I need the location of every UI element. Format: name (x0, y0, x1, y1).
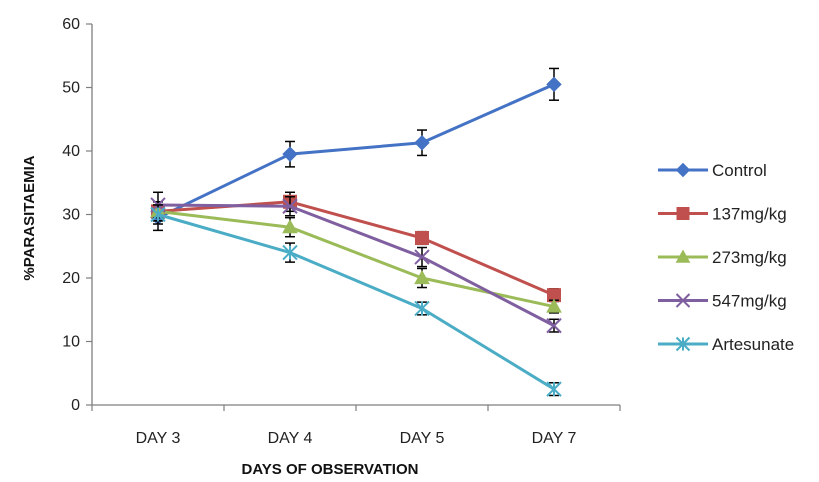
legend-label: 273mg/kg (712, 248, 787, 267)
y-tick-label: 30 (62, 207, 80, 224)
legend-marker (676, 207, 690, 220)
legend-marker (675, 162, 691, 178)
legend-label: Artesunate (712, 335, 794, 354)
data-point (546, 298, 562, 313)
y-tick-label: 10 (62, 334, 80, 351)
data-point (282, 244, 298, 261)
y-tick-label: 40 (62, 143, 80, 160)
data-point (414, 300, 430, 317)
data-point (414, 249, 430, 265)
y-tick-label: 20 (62, 270, 80, 287)
series-line (157, 203, 555, 327)
series-line (157, 82, 555, 220)
legend-item: 273mg/kg (658, 248, 787, 267)
data-point (150, 206, 166, 223)
data-point (282, 198, 298, 214)
y-tick-label: 0 (71, 397, 80, 414)
plot-area (150, 67, 562, 397)
legend-item: Artesunate (658, 335, 794, 354)
series-line (157, 209, 555, 309)
x-tick-label: DAY 7 (532, 430, 577, 447)
legend-item: 547mg/kg (658, 292, 787, 311)
y-tick-label: 60 (62, 16, 80, 33)
series-artesunate (150, 204, 562, 397)
legend: Control 137mg/kg 273mg/kg 547mg/kg Artesunat… (658, 161, 794, 354)
data-point (546, 381, 562, 397)
legend-marker (675, 249, 691, 263)
x-tick-label: DAY 3 (136, 430, 181, 447)
legend-marker (675, 293, 691, 308)
x-tick-label: DAY 4 (268, 430, 313, 447)
legend-label: 547mg/kg (712, 292, 787, 311)
series-547mg-kg (150, 191, 562, 334)
legend-item: 137mg/kg (658, 205, 787, 224)
legend-marker (675, 336, 691, 352)
legend-label: 137mg/kg (712, 205, 787, 224)
data-point (414, 269, 430, 285)
series-137mg-kg (151, 191, 561, 303)
legend-item: Control (658, 161, 767, 180)
y-axis-title: %PARASITAEMIA (21, 155, 38, 280)
series-line (157, 213, 555, 391)
data-point (546, 317, 562, 334)
data-point (546, 76, 562, 93)
x-axis-title: DAYS OF OBSERVATION (242, 461, 419, 478)
data-point (282, 146, 298, 162)
x-tick-label: DAY 5 (400, 430, 445, 447)
data-point (282, 219, 298, 234)
chart-axes (91, 24, 620, 406)
y-tick-label: 50 (62, 80, 80, 97)
y-axis-ticks: 0 10 20 30 40 50 60 (62, 16, 92, 414)
x-axis-ticks: DAY 3 DAY 4 DAY 5 DAY 7 (91, 405, 621, 447)
data-point (414, 135, 430, 151)
legend-label: Control (712, 161, 767, 180)
data-point (415, 230, 429, 245)
